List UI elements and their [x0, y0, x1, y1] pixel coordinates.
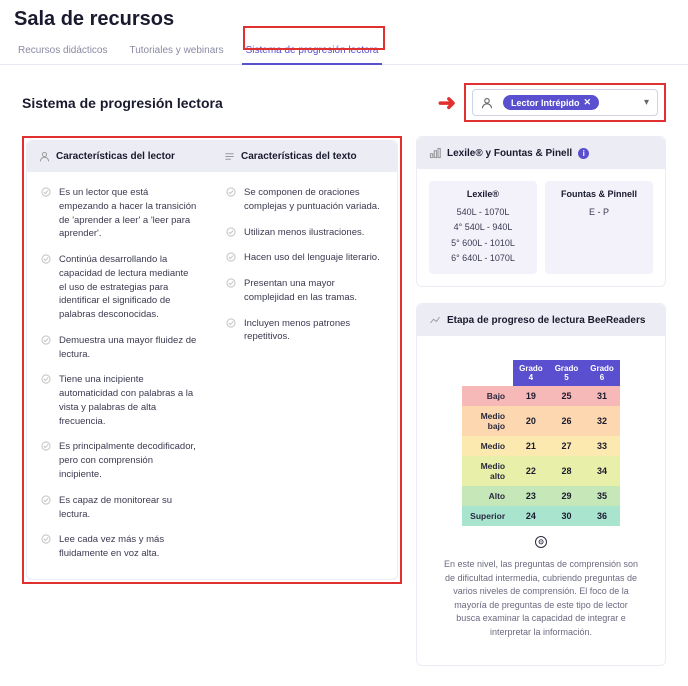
- progress-cell: 34: [584, 456, 620, 486]
- section-title: Sistema de progresión lectora: [22, 95, 223, 111]
- progress-row: Medioalto222834: [462, 456, 620, 486]
- reader-point: Lee cada vez más y más fluidamente en vo…: [41, 533, 198, 561]
- reader-point: Es principalmente decodificador, pero co…: [41, 440, 198, 481]
- lexile-title: Lexile® y Fountas & Pinell: [447, 148, 572, 159]
- info-anchor-icon[interactable]: ⊙: [429, 536, 653, 548]
- fountas-row: E - P: [553, 205, 645, 220]
- progress-row: Medio212733: [462, 436, 620, 456]
- lexile-row: 6° 640L - 1070L: [437, 251, 529, 266]
- progress-cell: 30: [549, 506, 585, 526]
- reader-point: Continúa desarrollando la capacidad de l…: [41, 253, 198, 322]
- progress-row: Superior243036: [462, 506, 620, 526]
- tab-tutoriales[interactable]: Tutoriales y webinars: [125, 39, 227, 64]
- highlight-selector: Lector Intrépido ✕ ▾: [464, 83, 666, 122]
- level-selector[interactable]: Lector Intrépido ✕ ▾: [472, 89, 658, 116]
- tabs-nav: Recursos didácticos Tutoriales y webinar…: [0, 35, 688, 65]
- text-characteristics-list: Se componen de oraciones complejas y pun…: [212, 172, 397, 579]
- progress-cell: 23: [513, 486, 549, 506]
- grade-header: Grado5: [549, 360, 585, 386]
- characteristics-panel: Características del lector Característic…: [26, 140, 398, 580]
- progress-description: En este nivel, las preguntas de comprens…: [429, 550, 653, 653]
- progress-cell: 33: [584, 436, 620, 456]
- page-title: Sala de recursos: [0, 0, 688, 35]
- highlight-characteristics: Características del lector Característic…: [22, 136, 402, 584]
- chip-label: Lector Intrépido: [511, 98, 580, 108]
- text-point: Utilizan menos ilustraciones.: [226, 226, 383, 240]
- lexile-box: Lexile® 540L - 1070L4° 540L - 940L5° 600…: [429, 181, 537, 274]
- lexile-row: 540L - 1070L: [437, 205, 529, 220]
- progress-cell: 27: [549, 436, 585, 456]
- chevron-down-icon[interactable]: ▾: [644, 97, 649, 108]
- arrow-indicator-icon: ➜: [438, 90, 454, 116]
- reader-characteristics-list: Es un lector que está empezando a hacer …: [27, 172, 212, 579]
- progress-table: Grado4Grado5Grado6 Bajo192531Mediobajo20…: [462, 360, 620, 526]
- text-point: Presentan una mayor complejidad en las t…: [226, 277, 383, 305]
- text-col-header: Características del texto: [212, 141, 397, 172]
- chart-icon: [429, 314, 441, 326]
- grade-header: Grado6: [584, 360, 620, 386]
- lexile-row: 5° 600L - 1010L: [437, 236, 529, 251]
- reader-point: Es un lector que está empezando a hacer …: [41, 186, 198, 241]
- fountas-box: Fountas & Pinnell E - P: [545, 181, 653, 274]
- grade-header: Grado4: [513, 360, 549, 386]
- progress-cell: 29: [549, 486, 585, 506]
- lexile-panel: Lexile® y Fountas & Pinell i Lexile® 540…: [416, 136, 666, 287]
- progress-cell: 20: [513, 406, 549, 436]
- progress-cell: 25: [549, 386, 585, 406]
- reader-col-header: Características del lector: [27, 141, 212, 172]
- progress-row: Mediobajo202632: [462, 406, 620, 436]
- tab-recursos[interactable]: Recursos didácticos: [14, 39, 111, 64]
- progress-cell: 26: [549, 406, 585, 436]
- progress-cell: 24: [513, 506, 549, 526]
- progress-row: Alto232935: [462, 486, 620, 506]
- progress-cell: 28: [549, 456, 585, 486]
- progress-cell: 21: [513, 436, 549, 456]
- progress-cell: 31: [584, 386, 620, 406]
- progress-cell: 32: [584, 406, 620, 436]
- tab-progresion[interactable]: Sistema de progresión lectora: [242, 39, 383, 64]
- info-icon[interactable]: i: [578, 148, 589, 159]
- progress-cell: 19: [513, 386, 549, 406]
- bars-icon: [429, 147, 441, 159]
- chip-remove-icon[interactable]: ✕: [584, 97, 592, 108]
- progress-cell: 35: [584, 486, 620, 506]
- reader-point: Tiene una incipiente automaticidad con p…: [41, 373, 198, 428]
- progress-cell: 22: [513, 456, 549, 486]
- text-point: Hacen uso del lenguaje literario.: [226, 251, 383, 265]
- progress-panel: Etapa de progreso de lectura BeeReaders …: [416, 303, 666, 666]
- selected-chip[interactable]: Lector Intrépido ✕: [503, 95, 599, 110]
- person-icon: [481, 97, 493, 109]
- lexile-row: 4° 540L - 940L: [437, 220, 529, 235]
- progress-cell: 36: [584, 506, 620, 526]
- person-icon: [39, 151, 50, 162]
- progress-title: Etapa de progreso de lectura BeeReaders: [447, 315, 645, 326]
- reader-point: Demuestra una mayor fluidez de lectura.: [41, 334, 198, 362]
- text-point: Se componen de oraciones complejas y pun…: [226, 186, 383, 214]
- reader-point: Es capaz de monitorear su lectura.: [41, 494, 198, 522]
- text-lines-icon: [224, 151, 235, 162]
- text-point: Incluyen menos patrones repetitivos.: [226, 317, 383, 345]
- progress-row: Bajo192531: [462, 386, 620, 406]
